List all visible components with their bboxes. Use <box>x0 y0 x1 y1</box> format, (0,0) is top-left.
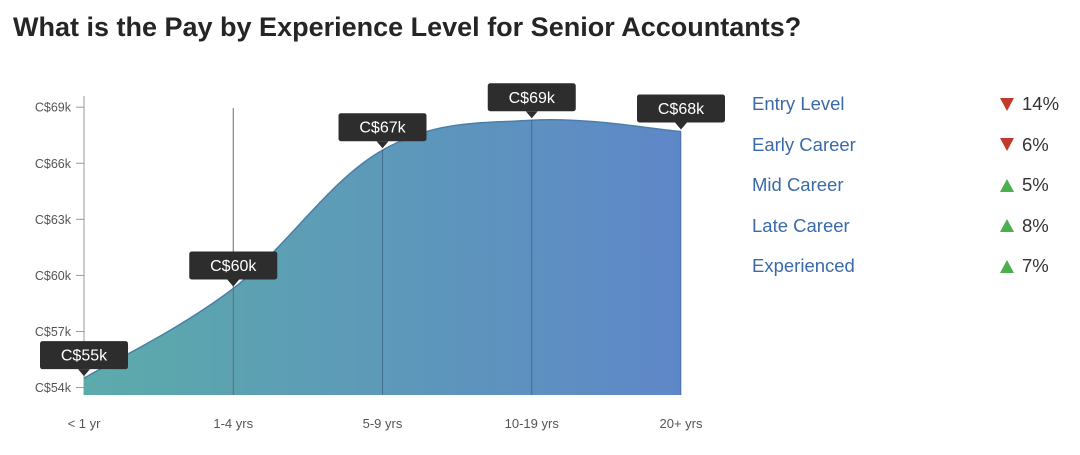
legend-label: Early Career <box>752 133 856 155</box>
legend-item: Entry Level 14% <box>752 84 1062 125</box>
series-line <box>83 119 682 379</box>
y-tick-label: C$69k <box>35 101 72 115</box>
data-label-callout: C$69k <box>487 83 576 119</box>
pay-area-chart: C$54k C$57k C$60k C$63k C$66k C$69k < 1 yr 1-4… <box>35 83 725 431</box>
data-label-pointer <box>525 111 538 119</box>
legend-label: Late Career <box>752 214 850 236</box>
triangle-up-icon <box>1000 178 1014 192</box>
triangle-up-icon <box>1000 259 1014 273</box>
legend-change-value: 7% <box>1022 255 1049 277</box>
legend-change: 7% <box>1000 255 1049 277</box>
legend-item: Experienced 7% <box>752 246 1062 287</box>
legend-change-value: 14% <box>1022 93 1060 115</box>
data-label-box <box>487 83 576 112</box>
y-tick-label: C$63k <box>35 213 72 227</box>
data-label: C$69k <box>509 90 556 107</box>
data-label-pointer <box>227 279 240 287</box>
legend-change-value: 5% <box>1022 174 1049 196</box>
data-label: C$68k <box>658 101 705 118</box>
legend-item: Mid Career 5% <box>752 165 1062 206</box>
data-label-pointer <box>675 122 687 130</box>
data-label-box <box>189 251 278 280</box>
legend-label: Entry Level <box>752 93 845 115</box>
y-tick-label: C$66k <box>35 157 72 171</box>
legend-change-value: 8% <box>1022 214 1049 236</box>
legend-change-value: 6% <box>1022 133 1049 155</box>
x-tick-label: 1-4 yrs <box>213 416 253 431</box>
x-tick-label: 20+ yrs <box>660 416 703 431</box>
x-tick-label: < 1 yr <box>68 416 102 431</box>
triangle-down-icon <box>1000 138 1014 152</box>
data-label-box <box>338 113 427 142</box>
x-tick-label: 5-9 yrs <box>363 416 403 431</box>
legend-item: Early Career 6% <box>752 125 1062 166</box>
legend-change: 14% <box>1000 93 1059 115</box>
legend-change: 6% <box>1000 134 1049 156</box>
triangle-down-icon <box>1000 97 1014 111</box>
legend-change: 5% <box>1000 174 1049 196</box>
data-label-pointer <box>376 141 389 149</box>
legend-label: Mid Career <box>752 174 844 196</box>
page-title: What is the Pay by Experience Level for … <box>13 12 802 42</box>
y-tick-label: C$57k <box>35 325 72 339</box>
triangle-up-icon <box>1000 219 1014 233</box>
data-label: C$67k <box>359 120 406 137</box>
data-label-pointer <box>78 369 90 377</box>
data-label-callout: C$68k <box>637 94 725 130</box>
legend-change: 8% <box>1000 215 1049 237</box>
data-label-callout: C$60k <box>189 251 278 287</box>
y-tick-label: C$54k <box>35 381 72 395</box>
legend-item: Late Career 8% <box>752 206 1062 247</box>
legend-label: Experienced <box>752 255 855 277</box>
legend: Entry Level 14% Early Career 6% Mid Career 5%… <box>752 84 1062 287</box>
data-label-callout: C$55k <box>40 341 128 377</box>
data-label-box <box>40 341 128 370</box>
data-label: C$60k <box>210 258 257 275</box>
data-label: C$55k <box>61 348 108 365</box>
x-tick-label: 10-19 yrs <box>505 416 560 431</box>
y-tick-label: C$60k <box>35 269 72 283</box>
data-label-box <box>637 94 725 123</box>
data-label-callout: C$67k <box>338 113 427 149</box>
